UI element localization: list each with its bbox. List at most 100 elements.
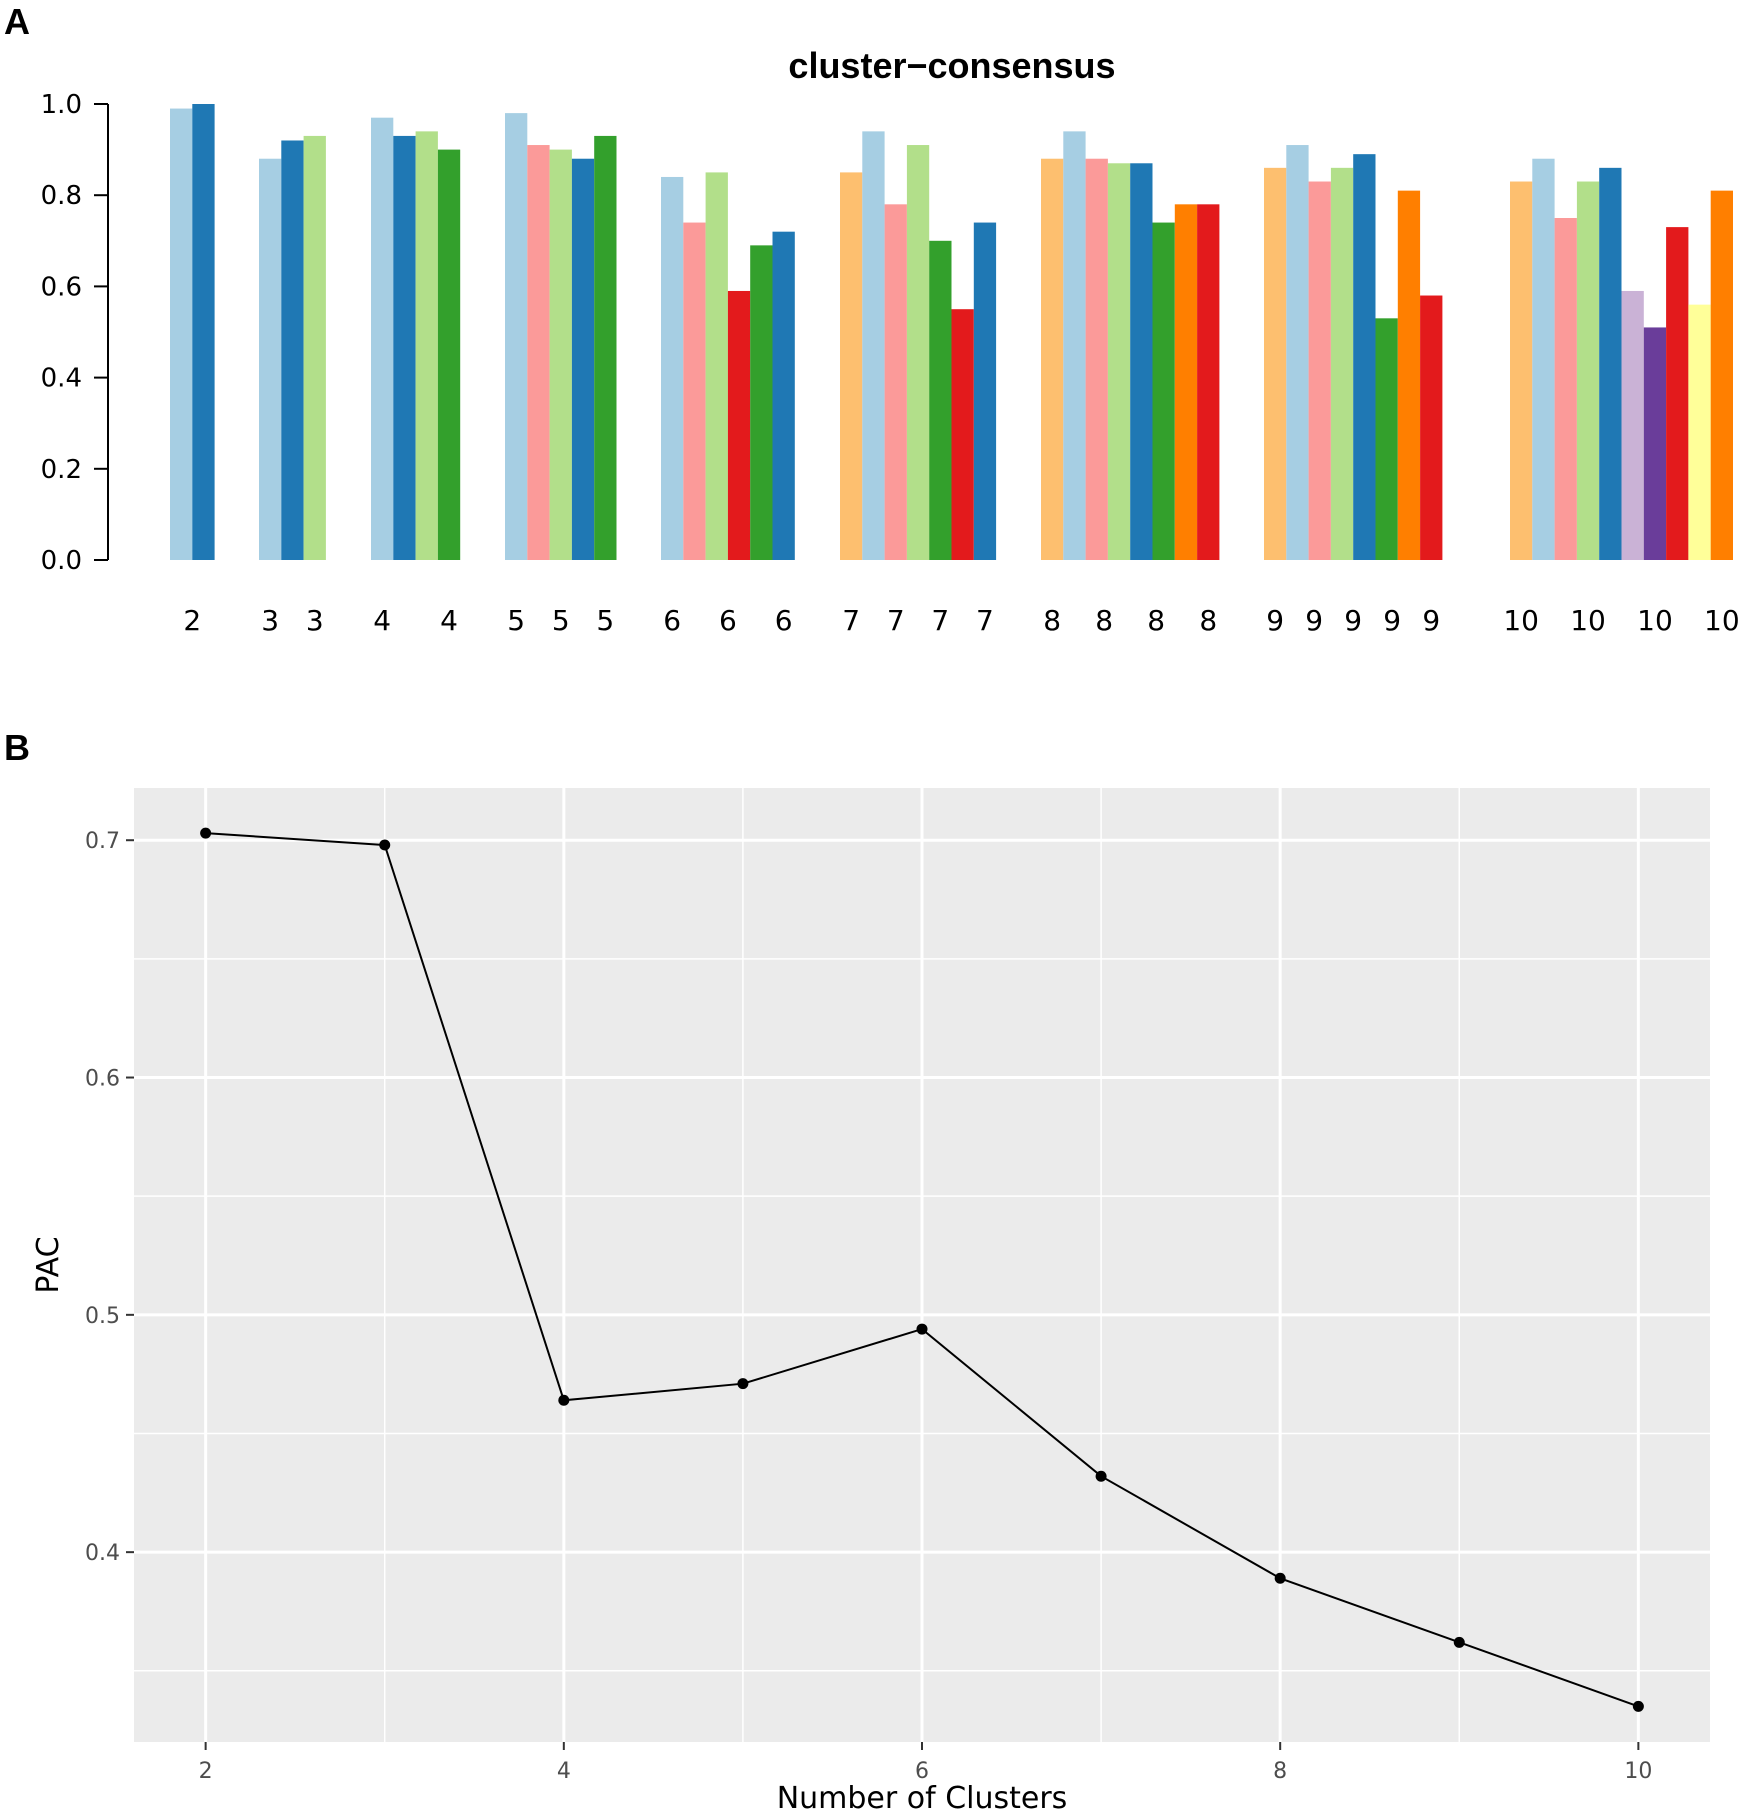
consensus-bar: [906, 145, 930, 561]
consensus-bar: [727, 290, 751, 560]
x-axis-labels: 2 3 3 4 4 5 5 5 6 6 6 7 7 7 7 8 8 8 8 9 9 9 9 9 10 10 10 10: [183, 604, 1739, 637]
consensus-bar: [750, 245, 773, 561]
y-tick-label: 0.7: [85, 829, 120, 854]
y-tick-label: 0.5: [85, 1304, 120, 1329]
consensus-bar: [1197, 204, 1220, 560]
consensus-bar: [281, 140, 304, 561]
consensus-bar: [1576, 181, 1600, 560]
data-point: [379, 839, 391, 851]
data-point: [737, 1378, 749, 1390]
y-tick-label: 0.4: [41, 364, 82, 394]
x-tick-label: 9: [1383, 604, 1401, 637]
consensus-bar: [415, 131, 438, 561]
consensus-bar: [170, 108, 193, 560]
cluster-consensus-chart: A cluster−consensus 0.0 0.2 0.4 0.6 0.8 1.0 2…: [4, 1, 1740, 637]
y-tick-label: 1.0: [41, 90, 82, 120]
consensus-bar: [1710, 190, 1733, 560]
x-tick-label: 4: [557, 1759, 571, 1784]
data-point: [200, 827, 212, 839]
consensus-bar: [1688, 304, 1711, 560]
x-tick-label: 8: [1095, 604, 1113, 637]
consensus-bar: [259, 158, 282, 560]
data-point: [916, 1323, 928, 1335]
x-tick-label: 4: [440, 604, 458, 637]
data-point: [1632, 1700, 1644, 1712]
consensus-bar: [840, 172, 863, 560]
consensus-bar: [1330, 167, 1354, 560]
consensus-bar: [1264, 167, 1287, 560]
x-tick-label: 2: [183, 604, 201, 637]
consensus-bar: [1286, 145, 1309, 561]
consensus-bar: [1107, 163, 1131, 560]
consensus-bar: [303, 135, 326, 561]
panel-label-b: B: [4, 730, 30, 768]
pac-chart: B 2 4 6 8 100.40.50.60.7 Number of Clusters …: [4, 730, 1710, 1812]
x-tick-label: 6: [663, 604, 681, 637]
x-tick-label: 9: [1266, 604, 1284, 637]
consensus-bar: [1420, 295, 1443, 560]
consensus-bar: [1063, 131, 1086, 561]
x-tick-label: 9: [1422, 604, 1440, 637]
chart-title: cluster−consensus: [788, 45, 1115, 86]
x-tick-label: 5: [596, 604, 614, 637]
x-tick-label: 6: [915, 1759, 929, 1784]
x-tick-label: 10: [1637, 604, 1673, 637]
x-tick-label: 9: [1344, 604, 1362, 637]
consensus-bar: [1397, 190, 1421, 560]
consensus-bar: [1554, 218, 1577, 560]
x-tick-label: 5: [552, 604, 570, 637]
consensus-bar: [1621, 290, 1644, 560]
x-tick-label: 10: [1624, 1759, 1652, 1784]
consensus-bar: [1666, 227, 1689, 560]
x-tick-label: 3: [261, 604, 279, 637]
axis-ticks: 2 4 6 8 10 0.4 0.5 0.6 0.7: [85, 829, 1652, 1784]
y-tick-label: 0.4: [85, 1541, 120, 1566]
x-tick-label: 6: [719, 604, 737, 637]
x-tick-label: 6: [775, 604, 793, 637]
y-tick-label: 0.6: [41, 272, 82, 302]
y-axis-title: PAC: [31, 1236, 66, 1293]
consensus-bar: [1510, 181, 1533, 560]
data-point: [558, 1394, 570, 1406]
consensus-bar: [571, 158, 595, 560]
consensus-bar: [1375, 318, 1398, 560]
consensus-bar: [505, 113, 528, 561]
consensus-bar: [1643, 327, 1667, 560]
y-tick-label: 0.6: [85, 1067, 120, 1092]
x-tick-label: 3: [306, 604, 324, 637]
consensus-bar: [1041, 158, 1064, 560]
y-tick-label: 0.8: [41, 181, 82, 211]
consensus-bar: [393, 135, 416, 561]
x-tick-label: 4: [373, 604, 391, 637]
consensus-bar: [371, 117, 394, 561]
consensus-bar: [705, 172, 728, 560]
x-tick-label: 2: [199, 1759, 213, 1784]
x-tick-label: 10: [1503, 604, 1539, 637]
consensus-bar: [1152, 222, 1175, 560]
data-point: [1274, 1572, 1286, 1584]
consensus-bar: [192, 104, 215, 560]
consensus-bar: [772, 231, 795, 560]
consensus-bar: [1532, 158, 1555, 560]
panel-label-a: A: [4, 1, 30, 42]
data-point: [1095, 1470, 1107, 1482]
data-point: [1453, 1636, 1465, 1648]
consensus-bar: [594, 135, 617, 561]
y-tick-label: 0.2: [41, 455, 82, 485]
x-tick-label: 7: [887, 604, 905, 637]
consensus-bar: [1174, 204, 1198, 560]
x-tick-label: 7: [931, 604, 949, 637]
consensus-bar: [1130, 163, 1153, 560]
x-tick-label: 8: [1273, 1759, 1287, 1784]
x-tick-label: 7: [842, 604, 860, 637]
consensus-bar: [929, 240, 952, 561]
data-points: [200, 827, 1644, 1712]
x-tick-label: 8: [1147, 604, 1165, 637]
consensus-bar: [437, 149, 461, 560]
x-tick-label: 10: [1704, 604, 1740, 637]
x-tick-label: 5: [507, 604, 525, 637]
y-axis-ticks: 0.0 0.2 0.4 0.6 0.8 1.0: [41, 90, 108, 576]
consensus-bar: [1353, 154, 1376, 560]
x-tick-label: 8: [1043, 604, 1061, 637]
consensus-bar: [951, 309, 974, 560]
